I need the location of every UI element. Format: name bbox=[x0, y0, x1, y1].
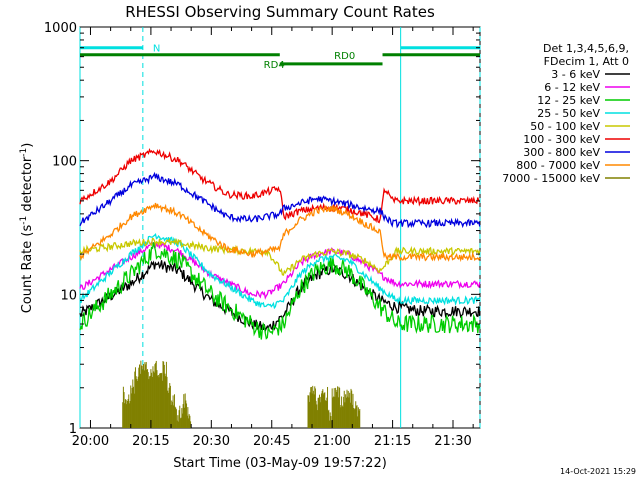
x-tick-label: 21:00 bbox=[313, 434, 350, 449]
plot-frame bbox=[79, 26, 481, 429]
series-line bbox=[79, 147, 481, 224]
y-tick-label: 1 bbox=[69, 422, 77, 437]
legend-entry-label: 12 - 25 keV bbox=[537, 94, 600, 107]
legend-entry-label: 100 - 300 keV bbox=[523, 133, 600, 146]
legend-entry-label: 3 - 6 keV bbox=[551, 68, 600, 81]
x-tick-label: 21:15 bbox=[374, 434, 411, 449]
legend-entry-label: 6 - 12 keV bbox=[544, 81, 600, 94]
vertical-markers bbox=[79, 27, 481, 428]
x-tick-label: 20:15 bbox=[132, 434, 169, 449]
series-line bbox=[79, 237, 481, 276]
legend-entry-label: 800 - 7000 keV bbox=[516, 159, 600, 172]
annotation-n: N bbox=[153, 44, 160, 55]
legend-entry-label: 7000 - 15000 keV bbox=[502, 172, 600, 185]
x-tick-label: 20:00 bbox=[72, 434, 109, 449]
legend: Det 1,3,4,5,6,9,FDecim 1, Att 03 - 6 keV… bbox=[502, 42, 630, 185]
x-tick-label: 20:30 bbox=[193, 434, 230, 449]
x-axis-label: Start Time (03-May-09 19:57:22) bbox=[173, 456, 387, 471]
series-line bbox=[79, 241, 481, 300]
state-bars: N RD0 RD4 bbox=[80, 44, 480, 71]
series-line bbox=[79, 260, 481, 334]
legend-entry-label: 50 - 100 keV bbox=[530, 120, 600, 133]
x-tick-label: 21:30 bbox=[434, 434, 471, 449]
series-line bbox=[79, 171, 481, 229]
annotation-rd4: RD4 bbox=[264, 60, 285, 71]
y-tick-label: 100 bbox=[52, 155, 77, 170]
y-tick-label: 1000 bbox=[44, 21, 77, 36]
annotation-rd0: RD0 bbox=[334, 51, 355, 62]
legend-header: FDecim 1, Att 0 bbox=[544, 55, 629, 68]
plot-border bbox=[79, 26, 481, 429]
series-line bbox=[79, 242, 481, 340]
y-tick-label: 10 bbox=[60, 288, 77, 303]
timestamp: 14-Oct-2021 15:29 bbox=[560, 467, 636, 476]
axis-ticks: 20:00 20:15 20:30 20:45 21:00 21:15 21:30 1 10 10… bbox=[44, 21, 480, 449]
legend-entry-label: 300 - 800 keV bbox=[523, 146, 600, 159]
x-tick-label: 20:45 bbox=[253, 434, 290, 449]
legend-entry-label: 25 - 50 keV bbox=[537, 107, 600, 120]
y-axis-label: Count Rate (s-1 detector-1) bbox=[19, 143, 35, 314]
chart-title: RHESSI Observing Summary Count Rates bbox=[125, 3, 435, 21]
series-group bbox=[79, 147, 481, 428]
series-line bbox=[79, 202, 481, 263]
legend-header: Det 1,3,4,5,6,9, bbox=[543, 42, 629, 55]
